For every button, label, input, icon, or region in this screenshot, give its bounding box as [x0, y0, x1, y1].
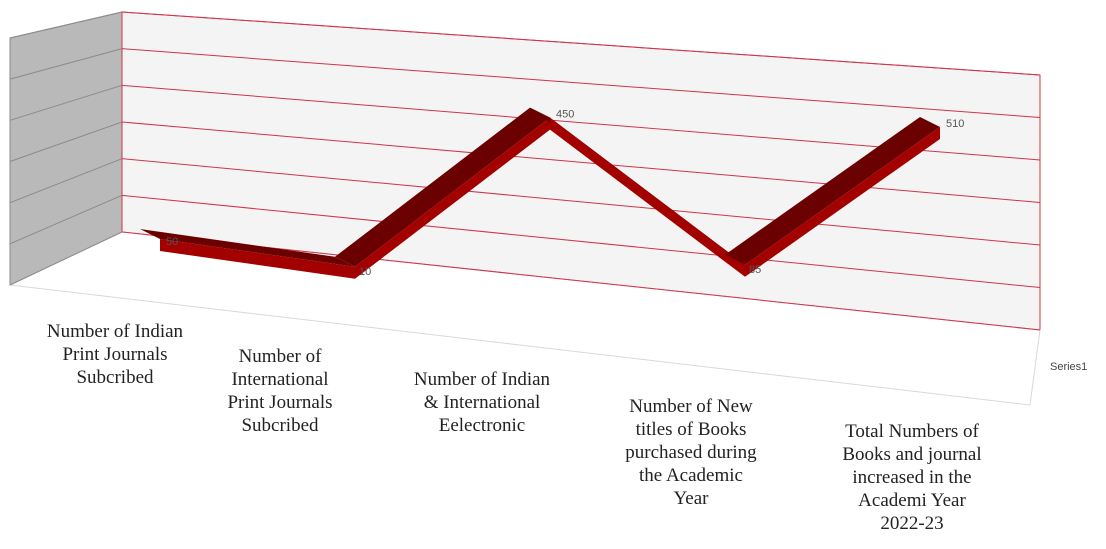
back-gridline — [121, 158, 1041, 246]
side-gridline — [9, 121, 123, 162]
data-labels: 50 10 450 85 510 — [166, 109, 964, 278]
ribbon-segment-face — [355, 117, 550, 279]
category-label: Total Numbers of Books and journal incre… — [842, 421, 982, 534]
ribbon-segment-face — [745, 126, 940, 277]
category-label: Number of International Print Journals S… — [227, 346, 333, 436]
side-gridline — [9, 158, 123, 204]
ribbon-segment-face — [160, 239, 355, 279]
back-gridline — [121, 11, 1041, 76]
category-label: Number of Indian Print Journals Subcribe… — [46, 321, 184, 388]
side-gridline — [9, 231, 123, 286]
category-label: Number of Indian & International Eelectr… — [413, 369, 551, 436]
side-gridline — [9, 48, 123, 80]
side-gridline — [9, 194, 123, 245]
data-label: 450 — [556, 109, 574, 121]
back-gridline — [121, 121, 1041, 203]
ribbon-segment-top — [140, 229, 355, 267]
series-ribbon — [140, 107, 940, 279]
side-gridline — [9, 11, 123, 39]
ribbon-segment-top — [725, 116, 940, 265]
back-gridline — [121, 194, 1041, 288]
data-label: 10 — [359, 266, 371, 278]
back-gridline — [121, 48, 1041, 118]
ribbon-segment-face — [550, 117, 745, 277]
series-name-label: Series1 — [1050, 361, 1088, 373]
side-gridline — [9, 84, 123, 121]
data-label: 85 — [749, 264, 761, 276]
ribbon-segment-top — [335, 107, 550, 267]
data-label: 510 — [946, 118, 964, 130]
data-label: 50 — [166, 236, 178, 248]
category-label: Number of New titles of Books purchased … — [625, 396, 757, 509]
